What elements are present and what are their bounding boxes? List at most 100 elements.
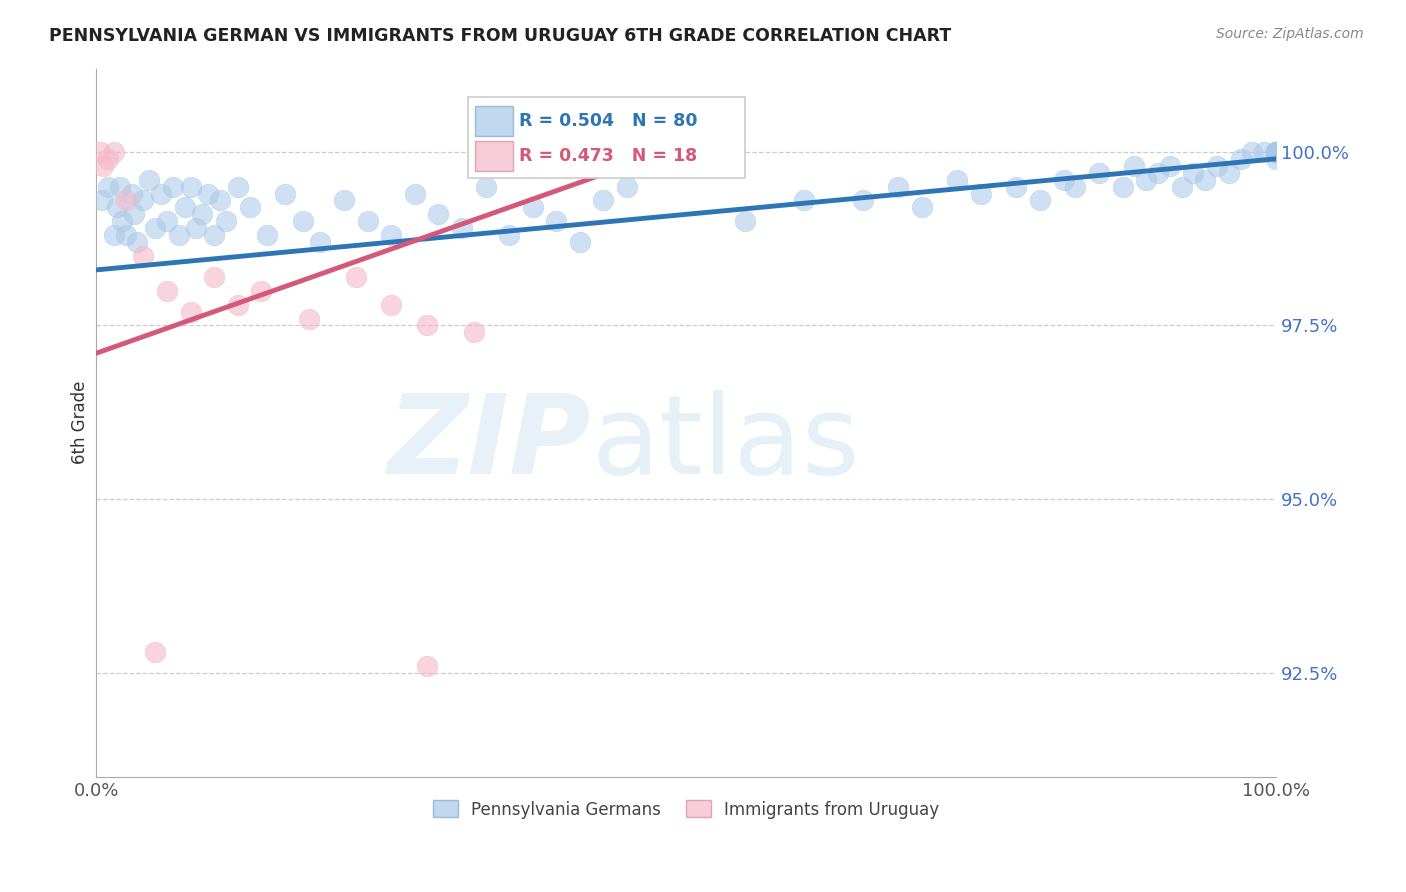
Point xyxy=(970,186,993,201)
Point xyxy=(911,201,934,215)
Point xyxy=(132,194,155,208)
Point xyxy=(592,194,614,208)
FancyBboxPatch shape xyxy=(468,97,745,178)
Point xyxy=(546,214,568,228)
FancyBboxPatch shape xyxy=(475,106,513,136)
Point xyxy=(91,159,114,173)
Point xyxy=(1064,179,1087,194)
Point xyxy=(1170,179,1192,194)
Text: ZIP: ZIP xyxy=(388,391,592,498)
Point xyxy=(344,269,367,284)
Point xyxy=(415,318,437,333)
Point xyxy=(156,284,179,298)
Point xyxy=(191,207,214,221)
Point xyxy=(97,179,120,194)
Point xyxy=(1147,166,1170,180)
Point xyxy=(127,235,149,249)
Legend: Pennsylvania Germans, Immigrants from Uruguay: Pennsylvania Germans, Immigrants from Ur… xyxy=(426,794,946,825)
Text: R = 0.473   N = 18: R = 0.473 N = 18 xyxy=(519,147,697,165)
Point xyxy=(1265,145,1288,159)
Point xyxy=(121,186,143,201)
Point xyxy=(238,201,260,215)
Point xyxy=(209,194,232,208)
Point xyxy=(1265,152,1288,166)
Point xyxy=(1206,159,1229,173)
Point xyxy=(103,145,125,159)
Point xyxy=(291,214,314,228)
Point xyxy=(1241,145,1264,159)
Point xyxy=(202,228,225,243)
Point xyxy=(173,201,195,215)
Point xyxy=(1265,145,1288,159)
Point xyxy=(202,269,225,284)
Point xyxy=(1029,194,1052,208)
Point xyxy=(114,228,136,243)
Point xyxy=(1159,159,1181,173)
Point xyxy=(1111,179,1133,194)
Point xyxy=(108,179,131,194)
Point xyxy=(1265,145,1288,159)
Point xyxy=(97,152,120,166)
Point xyxy=(498,228,520,243)
Point xyxy=(180,179,202,194)
Point xyxy=(274,186,297,201)
Point xyxy=(91,194,114,208)
Point xyxy=(333,194,356,208)
Point xyxy=(1194,172,1216,186)
Point xyxy=(111,214,134,228)
Point xyxy=(297,311,319,326)
Point xyxy=(852,194,875,208)
Point xyxy=(474,179,496,194)
Y-axis label: 6th Grade: 6th Grade xyxy=(72,381,89,465)
Point xyxy=(887,179,910,194)
Point xyxy=(451,221,474,235)
Point xyxy=(356,214,378,228)
Text: atlas: atlas xyxy=(592,391,860,498)
Point xyxy=(143,221,166,235)
Point xyxy=(380,228,402,243)
FancyBboxPatch shape xyxy=(475,142,513,171)
Point xyxy=(107,201,129,215)
Point xyxy=(1135,172,1157,186)
Point xyxy=(226,298,249,312)
Point xyxy=(138,172,160,186)
Point xyxy=(215,214,238,228)
Point xyxy=(793,194,815,208)
Point xyxy=(150,186,173,201)
Point xyxy=(1265,145,1288,159)
Point xyxy=(1265,145,1288,159)
Point xyxy=(380,298,402,312)
Point xyxy=(309,235,332,249)
Point xyxy=(103,228,125,243)
Point xyxy=(427,207,450,221)
Point xyxy=(162,179,184,194)
Point xyxy=(226,179,249,194)
Point xyxy=(250,284,273,298)
Point xyxy=(1005,179,1028,194)
Point xyxy=(143,645,166,659)
Point xyxy=(132,249,155,263)
Point xyxy=(114,194,136,208)
Point xyxy=(522,201,544,215)
Point xyxy=(415,658,437,673)
Point xyxy=(616,179,638,194)
Point xyxy=(197,186,219,201)
Point xyxy=(256,228,278,243)
Point xyxy=(946,172,969,186)
Point xyxy=(186,221,208,235)
Point xyxy=(180,304,202,318)
Point xyxy=(1052,172,1074,186)
Point xyxy=(1229,152,1251,166)
Point xyxy=(404,186,426,201)
Point xyxy=(156,214,179,228)
Point xyxy=(1182,166,1205,180)
Point xyxy=(1253,145,1275,159)
Point xyxy=(463,326,485,340)
Point xyxy=(89,145,111,159)
Point xyxy=(167,228,190,243)
Point xyxy=(1218,166,1240,180)
Text: PENNSYLVANIA GERMAN VS IMMIGRANTS FROM URUGUAY 6TH GRADE CORRELATION CHART: PENNSYLVANIA GERMAN VS IMMIGRANTS FROM U… xyxy=(49,27,952,45)
Point xyxy=(1265,145,1288,159)
Point xyxy=(734,214,756,228)
Text: Source: ZipAtlas.com: Source: ZipAtlas.com xyxy=(1216,27,1364,41)
